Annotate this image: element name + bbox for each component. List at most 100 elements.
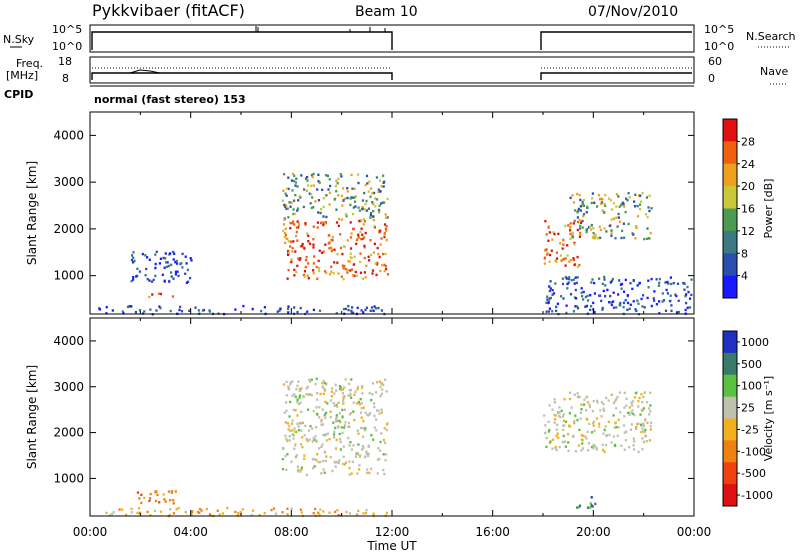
data-cell	[158, 292, 161, 295]
data-cell	[602, 409, 606, 412]
data-cell	[601, 308, 604, 311]
data-cell	[371, 382, 374, 385]
data-cell	[643, 391, 646, 394]
data-cell	[297, 380, 300, 383]
colorbar-swatch	[723, 186, 737, 209]
data-cell	[548, 441, 551, 445]
data-cell	[548, 231, 551, 234]
data-cell	[300, 429, 303, 432]
data-cell	[581, 226, 584, 229]
data-cell	[594, 233, 597, 237]
data-cell	[341, 204, 344, 207]
data-cell	[296, 209, 299, 212]
data-cell	[551, 310, 554, 313]
data-cell	[348, 388, 351, 392]
data-cell	[604, 284, 607, 287]
data-cell	[622, 222, 625, 225]
data-cell	[585, 211, 588, 214]
data-cell	[132, 276, 135, 279]
data-cell	[310, 378, 313, 381]
data-cell	[338, 385, 341, 388]
data-cell	[676, 282, 680, 285]
data-cell	[562, 424, 565, 427]
data-cell	[170, 275, 173, 278]
data-cell	[350, 378, 353, 381]
data-cell	[553, 232, 556, 236]
data-cell	[569, 237, 572, 241]
data-cell	[644, 435, 648, 438]
data-cell	[310, 173, 313, 177]
data-cell	[385, 229, 388, 232]
data-cell	[545, 301, 548, 304]
data-cell	[626, 301, 630, 305]
data-cell	[282, 189, 285, 192]
data-cell	[611, 208, 614, 211]
data-cell	[320, 472, 323, 475]
data-cell	[592, 232, 595, 235]
data-cell	[283, 231, 287, 235]
data-cell	[630, 423, 633, 426]
data-cell	[322, 221, 325, 225]
data-cell	[351, 187, 354, 190]
data-cell	[362, 223, 365, 226]
data-cell	[555, 251, 558, 254]
data-cell	[174, 490, 177, 493]
data-cell	[289, 205, 292, 208]
data-cell	[601, 282, 604, 286]
data-cell	[382, 174, 385, 177]
data-cell	[335, 414, 338, 417]
data-cell	[618, 304, 621, 307]
data-cell	[342, 198, 345, 202]
data-cell	[284, 455, 287, 458]
x-tick-label: 00:00	[677, 525, 712, 539]
data-cell	[545, 436, 548, 440]
data-cell	[386, 422, 389, 425]
data-cell	[637, 422, 640, 425]
data-cell	[310, 184, 313, 188]
data-cell	[649, 231, 652, 235]
data-cell	[378, 380, 381, 383]
data-cell	[363, 271, 366, 274]
data-cell	[664, 281, 667, 284]
data-cell	[283, 205, 287, 209]
data-cell	[672, 281, 675, 285]
data-cell	[337, 272, 340, 275]
data-cell	[564, 264, 567, 267]
data-cell	[287, 240, 290, 243]
data-cell	[571, 236, 574, 239]
data-cell	[372, 215, 375, 218]
data-cell	[344, 378, 347, 381]
data-cell	[136, 511, 139, 515]
data-cell	[307, 429, 310, 432]
data-cell	[194, 306, 197, 309]
data-cell	[593, 281, 596, 285]
data-cell	[361, 392, 364, 395]
data-cell	[573, 243, 576, 246]
data-cell	[350, 173, 353, 177]
data-cell	[582, 298, 585, 301]
data-cell	[664, 309, 668, 312]
data-cell	[385, 428, 388, 432]
data-cell	[370, 398, 373, 402]
data-cell	[589, 308, 592, 312]
data-cell	[346, 190, 349, 193]
data-cell	[325, 215, 328, 219]
data-cell	[296, 470, 299, 473]
data-cell	[634, 308, 637, 311]
colorbar-tick-label: 4	[741, 270, 748, 283]
data-cell	[645, 237, 649, 240]
data-cell	[130, 507, 133, 510]
data-cell	[312, 206, 315, 209]
data-cell	[283, 236, 286, 239]
data-cell	[138, 511, 141, 515]
data-cell	[175, 508, 178, 511]
data-cell	[634, 391, 637, 395]
data-cell	[578, 505, 581, 509]
data-cell	[569, 232, 572, 236]
freq-tick-top: 18	[58, 55, 72, 68]
data-cell	[610, 393, 613, 396]
data-cell	[168, 513, 171, 517]
data-cell	[292, 437, 295, 440]
data-cell	[595, 446, 598, 450]
data-cell	[179, 305, 182, 309]
